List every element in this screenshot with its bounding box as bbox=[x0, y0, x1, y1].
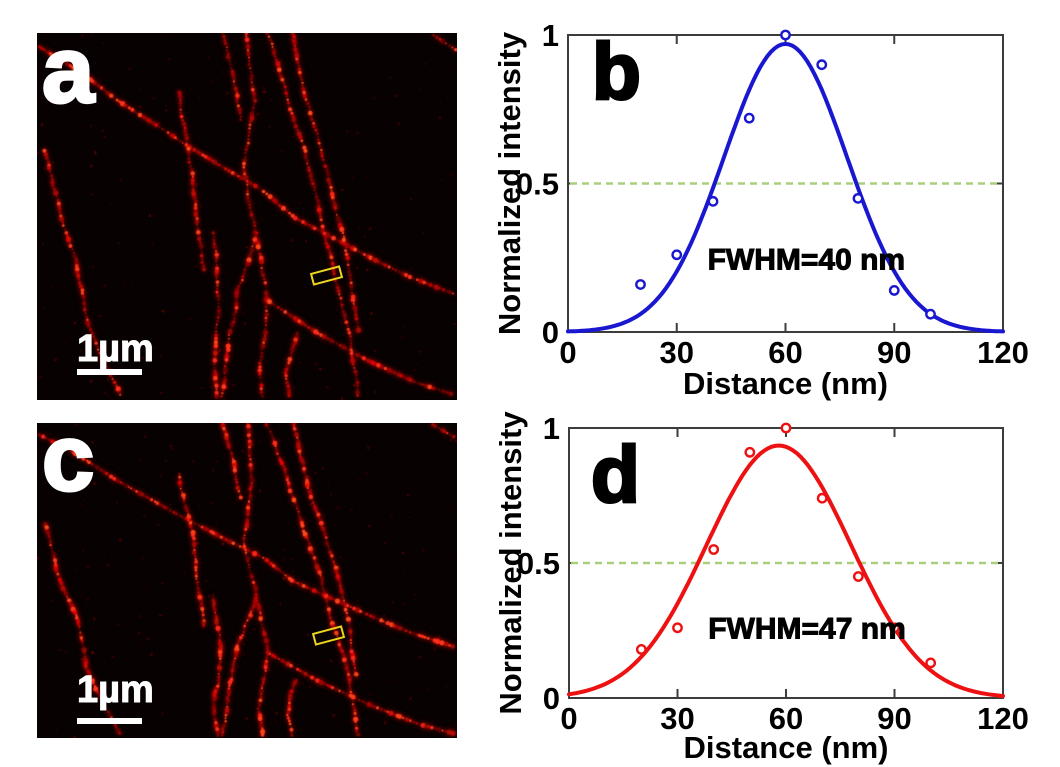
x-tick-label: 120 bbox=[977, 335, 1029, 370]
x-tick-label: 60 bbox=[768, 335, 802, 370]
fluorescence-image-a bbox=[37, 33, 457, 400]
data-point bbox=[816, 492, 828, 504]
chart-panel-d: 0 30 60 90 120 0 0.5 1 FWHM=47 nm Distance (nm) No… bbox=[493, 411, 1029, 765]
fluorescence-image-c bbox=[37, 423, 457, 738]
panel-c-microscopy-image: c 1µm bbox=[37, 423, 457, 738]
x-tick-label: 90 bbox=[877, 701, 911, 736]
x-axis-title: Distance (nm) bbox=[683, 366, 888, 401]
x-tick-label: 30 bbox=[660, 701, 694, 736]
data-point bbox=[708, 544, 720, 555]
data-point bbox=[852, 192, 864, 204]
panel-letter: b bbox=[592, 27, 641, 116]
x-tick-label: 90 bbox=[877, 335, 911, 370]
data-point bbox=[925, 657, 937, 669]
data-point bbox=[671, 249, 683, 261]
x-tick-label: 0 bbox=[560, 701, 577, 736]
panel-letter: d bbox=[591, 430, 640, 519]
data-point bbox=[743, 112, 755, 124]
panel-c-letter: c bbox=[40, 423, 95, 510]
panel-a-letter: a bbox=[40, 33, 95, 122]
y-axis-title: Normalized intensity bbox=[492, 31, 527, 335]
panel-a-microscopy-image: a 1µm bbox=[37, 33, 457, 400]
fwhm-annotation: FWHM=47 nm bbox=[708, 613, 906, 646]
data-point bbox=[816, 59, 828, 71]
x-tick-label: 60 bbox=[769, 701, 803, 736]
scale-bar-line-c bbox=[77, 718, 142, 724]
y-axis-title: Normalized intensity bbox=[493, 411, 528, 715]
data-point bbox=[672, 622, 683, 634]
scale-bar-label-a: 1µm bbox=[77, 328, 155, 370]
data-point bbox=[780, 422, 792, 434]
data-point bbox=[852, 571, 864, 582]
data-point bbox=[635, 644, 647, 655]
x-axis-title: Distance (nm) bbox=[684, 730, 889, 765]
data-point bbox=[780, 29, 791, 41]
data-point bbox=[889, 622, 900, 634]
chart-panel-b: 0 30 60 90 120 0 0.5 1 FWHM=40 nm Distance (nm) No… bbox=[492, 18, 1029, 401]
y-tick-label: 1 bbox=[542, 18, 559, 53]
data-point bbox=[635, 279, 646, 290]
y-tick-label: 0.5 bbox=[516, 167, 559, 202]
data-point bbox=[707, 195, 719, 207]
scale-bar-label-c: 1µm bbox=[77, 669, 155, 711]
scale-bar-line-a bbox=[77, 369, 142, 375]
fwhm-annotation: FWHM=40 nm bbox=[708, 244, 906, 277]
x-tick-label: 120 bbox=[977, 701, 1029, 736]
x-tick-label: 0 bbox=[559, 335, 576, 370]
y-tick-label: 0.5 bbox=[517, 546, 560, 581]
y-tick-label: 1 bbox=[543, 411, 560, 446]
y-tick-label: 0 bbox=[543, 681, 560, 716]
fit-curve bbox=[567, 443, 1005, 698]
x-tick-label: 30 bbox=[660, 335, 694, 370]
data-point bbox=[925, 308, 936, 320]
y-tick-label: 0 bbox=[542, 315, 559, 350]
data-point bbox=[888, 285, 900, 296]
data-point bbox=[744, 446, 756, 458]
